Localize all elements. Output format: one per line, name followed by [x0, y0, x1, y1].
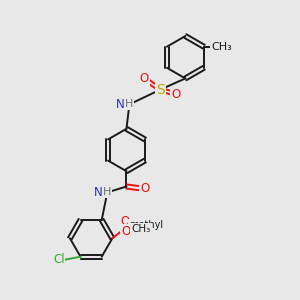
Text: O: O [140, 182, 149, 195]
Text: H: H [125, 99, 134, 110]
Text: N: N [116, 98, 124, 111]
Text: methyl: methyl [129, 220, 163, 230]
Text: H: H [103, 188, 112, 197]
Text: O: O [140, 72, 149, 85]
Text: CH₃: CH₃ [131, 224, 151, 234]
Text: O: O [171, 88, 180, 100]
Text: Cl: Cl [53, 253, 64, 266]
Text: O: O [120, 215, 130, 228]
Text: N: N [94, 186, 102, 199]
Text: O: O [121, 225, 130, 239]
Text: S: S [156, 82, 165, 97]
Text: CH₃: CH₃ [211, 42, 232, 52]
